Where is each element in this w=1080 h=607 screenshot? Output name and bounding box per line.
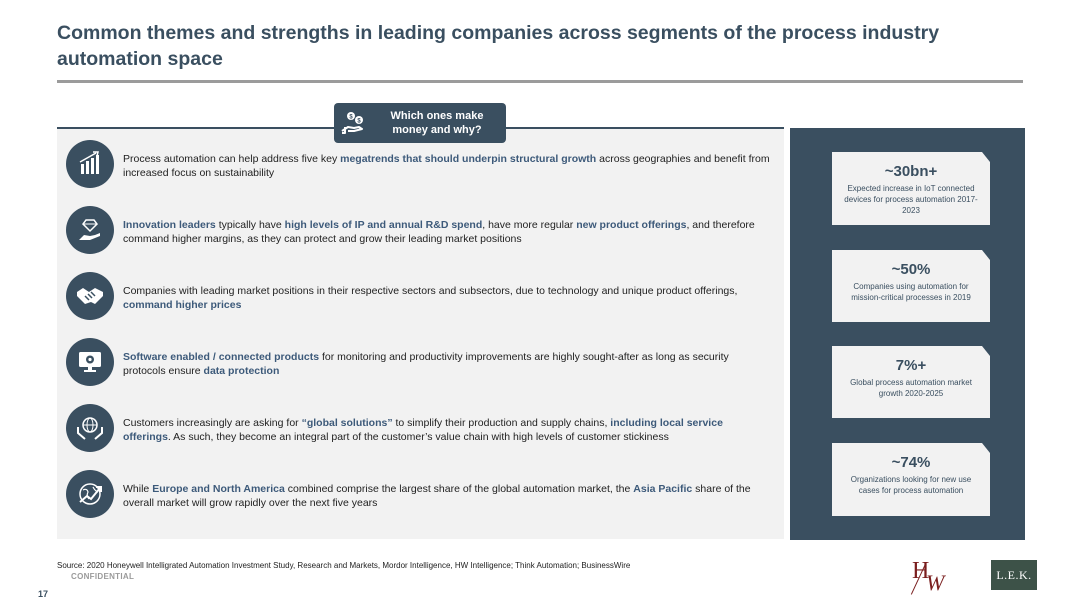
body-text: Customers increasingly are asking for	[123, 417, 302, 429]
highlighted-text: Software enabled / connected products	[123, 351, 320, 363]
highlighted-text: high levels of IP and annual R&D spend	[284, 219, 483, 231]
theme-text: Customers increasingly are asking for “g…	[123, 416, 773, 444]
body-text: combined comprise the largest share of t…	[284, 483, 634, 495]
stat-card: 7%+ Global process automation market gro…	[832, 346, 990, 418]
body-text: across geographies and benefit from incr…	[123, 153, 770, 179]
highlighted-text: new product offerings	[576, 219, 687, 231]
stat-value: 7%+	[895, 357, 927, 374]
theme-text: Companies with leading market positions …	[123, 284, 773, 312]
body-text: . As such, they become an integral part …	[167, 431, 669, 443]
body-text: to simplify their production and supply …	[392, 417, 611, 429]
lek-logo: L.E.K.	[991, 560, 1037, 590]
stat-description: Organizations looking for new use cases …	[850, 475, 972, 495]
theme-text: Process automation can help address five…	[123, 152, 773, 180]
theme-text: Software enabled / connected products fo…	[123, 350, 773, 378]
globe-growth-arrow-icon	[66, 470, 114, 518]
body-text: Process automation can help address five…	[123, 153, 341, 165]
body-text: share of the overall market will grow ra…	[123, 483, 751, 509]
handshake-icon	[66, 272, 114, 320]
body-text: typically have	[215, 219, 285, 231]
title-divider	[57, 80, 1023, 83]
body-text: While	[123, 483, 153, 495]
stat-card: ~74% Organizations looking for new use c…	[832, 443, 990, 516]
callout-line-1: Which ones make	[390, 110, 484, 122]
hw-logo: H W	[910, 558, 954, 596]
svg-text:$: $	[357, 119, 361, 125]
page-title: Common themes and strengths in leading c…	[57, 22, 940, 70]
body-text: , have more regular	[482, 219, 577, 231]
theme-text: Innovation leaders typically have high l…	[123, 218, 773, 246]
hw-logo-w: W	[926, 570, 945, 595]
body-text: , and therefore command higher margins, …	[123, 219, 755, 245]
bar-chart-growth-icon	[66, 140, 114, 188]
hand-coins-icon: $ $	[334, 103, 374, 143]
theme-row: Process automation can help address five…	[66, 140, 770, 192]
source-note: Source: 2020 Honeywell Intelligrated Aut…	[57, 561, 631, 570]
highlighted-text: Europe and North America	[152, 483, 285, 495]
stat-value: ~50%	[891, 261, 931, 278]
callout-box: $ $ Which ones make money and why?	[334, 103, 506, 143]
highlighted-text: command higher prices	[123, 299, 242, 311]
highlighted-text: including local service offerings	[123, 417, 723, 443]
theme-row: Companies with leading market positions …	[66, 272, 766, 324]
callout-line-2: money and why?	[392, 124, 482, 136]
highlighted-text: Innovation leaders	[123, 219, 216, 231]
svg-text:$: $	[349, 115, 353, 121]
stat-description: Companies using automation for mission-c…	[851, 282, 971, 302]
page-number: 17	[38, 589, 49, 599]
highlighted-text: data protection	[203, 365, 280, 377]
highlighted-text: Asia Pacific	[633, 483, 693, 495]
stat-description: Expected increase in IoT connected devic…	[844, 184, 978, 215]
confidential-label: CONFIDENTIAL	[71, 572, 135, 581]
theme-row: Customers increasingly are asking for “g…	[66, 404, 766, 456]
stat-value: ~30bn+	[884, 163, 938, 180]
highlighted-text: megatrends that should underpin structur…	[340, 153, 597, 165]
stat-description: Global process automation market growth …	[850, 378, 972, 398]
hands-globe-icon	[66, 404, 114, 452]
body-text: Companies with leading market positions …	[123, 285, 738, 297]
monitor-gear-icon	[66, 338, 114, 386]
theme-text: While Europe and North America combined …	[123, 482, 773, 510]
body-text: for monitoring and productivity improvem…	[123, 351, 729, 377]
stat-card: ~30bn+ Expected increase in IoT connecte…	[832, 152, 990, 225]
themes-panel	[57, 128, 784, 539]
hand-diamond-icon	[66, 206, 114, 254]
theme-row: Software enabled / connected products fo…	[66, 338, 766, 390]
stat-value: ~74%	[891, 454, 931, 471]
stat-card: ~50% Companies using automation for miss…	[832, 250, 990, 322]
theme-row: While Europe and North America combined …	[66, 470, 766, 522]
theme-row: Innovation leaders typically have high l…	[66, 206, 766, 258]
highlighted-text: “global solutions”	[301, 417, 393, 429]
